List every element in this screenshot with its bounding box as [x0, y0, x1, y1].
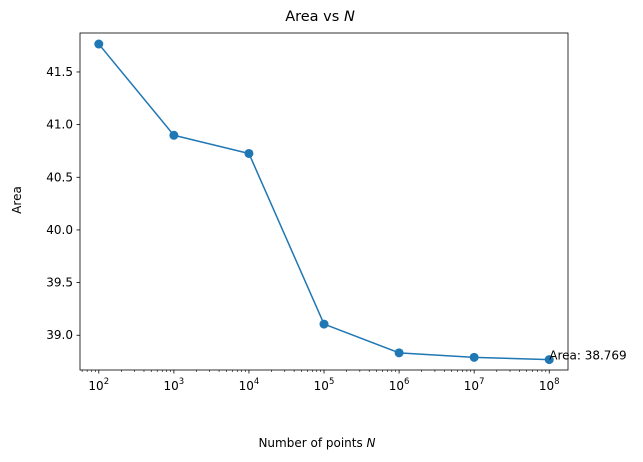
x-tick-label: 104 [239, 377, 260, 393]
data-point [544, 355, 554, 365]
x-tick-label: 102 [88, 377, 109, 393]
x-tick-label-exponent: 4 [254, 377, 259, 387]
x-tick-label-exponent: 6 [404, 377, 409, 387]
x-axis-label-text: Number of points [258, 436, 362, 450]
x-axis-label: Number of points N [258, 436, 375, 450]
x-tick-label-base: 10 [389, 379, 404, 393]
x-tick-label-base: 10 [314, 379, 329, 393]
y-axis-label: Area [10, 186, 24, 214]
x-tick-label: 107 [464, 377, 485, 393]
x-tick-label-base: 10 [164, 379, 179, 393]
x-tick-label-exponent: 2 [104, 377, 109, 387]
data-point [319, 319, 329, 329]
x-tick-label: 103 [164, 377, 185, 393]
chart-title-variable: N [344, 9, 355, 25]
data-point [394, 348, 404, 358]
point-annotation: Area: 38.769 [549, 349, 626, 363]
y-tick-label: 39.0 [46, 328, 73, 342]
x-tick-label-base: 10 [539, 379, 554, 393]
y-tick-label: 39.5 [46, 276, 73, 290]
x-tick-label: 105 [314, 377, 335, 393]
x-tick-label-exponent: 5 [329, 377, 334, 387]
y-tick-label: 41.0 [46, 118, 73, 132]
y-tick-label: 40.5 [46, 170, 73, 184]
x-tick-label-base: 10 [464, 379, 479, 393]
x-tick-label-exponent: 7 [479, 377, 484, 387]
x-tick-label: 108 [539, 377, 560, 393]
chart-title-text: Area vs [285, 9, 339, 25]
x-tick-label-exponent: 3 [179, 377, 184, 387]
x-tick-label-base: 10 [88, 379, 103, 393]
data-point [469, 352, 479, 362]
data-point [244, 148, 254, 158]
x-tick-label-base: 10 [239, 379, 254, 393]
chart-title: Area vs N [285, 9, 355, 25]
y-tick-label: 41.5 [46, 65, 73, 79]
x-axis-label-variable: N [367, 436, 376, 450]
data-point [94, 39, 104, 49]
x-tick-label-exponent: 8 [554, 377, 559, 387]
y-tick-label: 40.0 [46, 223, 73, 237]
plot-area: 102 103 104 105 106 107 10839.039.540.040.541.… [46, 32, 627, 393]
data-point [169, 130, 179, 140]
x-tick-label: 106 [389, 377, 410, 393]
